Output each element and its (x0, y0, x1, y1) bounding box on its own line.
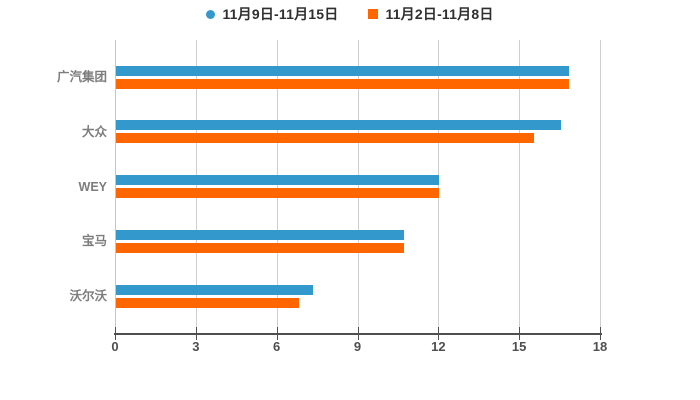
x-axis-tick-0 (115, 327, 116, 340)
category-label-大众: 大众 (81, 124, 107, 139)
legend-label: 11月9日-11月15日 (222, 6, 339, 22)
x-axis-tick-label: 0 (111, 339, 119, 354)
bar-广汽集团-series0 (116, 65, 569, 76)
x-axis-tick-label: 3 (192, 339, 200, 354)
legend-label: 11月2日-11月8日 (385, 6, 494, 22)
x-axis-tick-18 (600, 327, 601, 340)
bar-沃尔沃-series0 (116, 284, 313, 295)
x-axis-tick-label: 9 (353, 339, 362, 354)
bar-宝马-series0 (116, 229, 405, 240)
x-axis-tick-9 (357, 327, 359, 340)
bar-WEY-series1 (116, 188, 440, 198)
x-axis-tick-12 (438, 327, 440, 340)
x-axis-tick-15 (519, 327, 521, 340)
bar-宝马-series1 (116, 242, 405, 253)
x-axis-tick-label: 6 (273, 339, 281, 354)
legend-item-week2[interactable]: 11月9日-11月15日 (206, 4, 338, 24)
gridline-x15 (519, 40, 521, 327)
x-axis-tick-3 (195, 327, 197, 340)
bar-广汽集团-series1 (116, 78, 569, 89)
x-axis-tick-label: 18 (592, 339, 608, 354)
legend: 11月9日-11月15日 11月2日-11月8日 (0, 3, 700, 25)
legend-marker-square-icon (368, 9, 379, 19)
category-label-沃尔沃: 沃尔沃 (69, 289, 107, 303)
bar-大众-series1 (116, 133, 534, 144)
legend-marker-circle-icon (206, 9, 216, 19)
y-axis-line (115, 40, 116, 335)
x-axis-tick-label: 15 (511, 339, 527, 354)
category-label-WEY: WEY (78, 179, 107, 194)
x-axis-tick-6 (276, 327, 278, 340)
category-label-广汽集团: 广汽集团 (56, 70, 107, 84)
legend-item-week1[interactable]: 11月2日-11月8日 (368, 4, 493, 24)
x-axis-tick-label: 12 (431, 339, 446, 354)
bar-大众-series0 (116, 120, 561, 131)
bar-WEY-series0 (116, 175, 440, 185)
gridline-x18 (600, 40, 601, 327)
category-label-宝马: 宝马 (81, 234, 107, 249)
bar-沃尔沃-series1 (116, 297, 300, 308)
